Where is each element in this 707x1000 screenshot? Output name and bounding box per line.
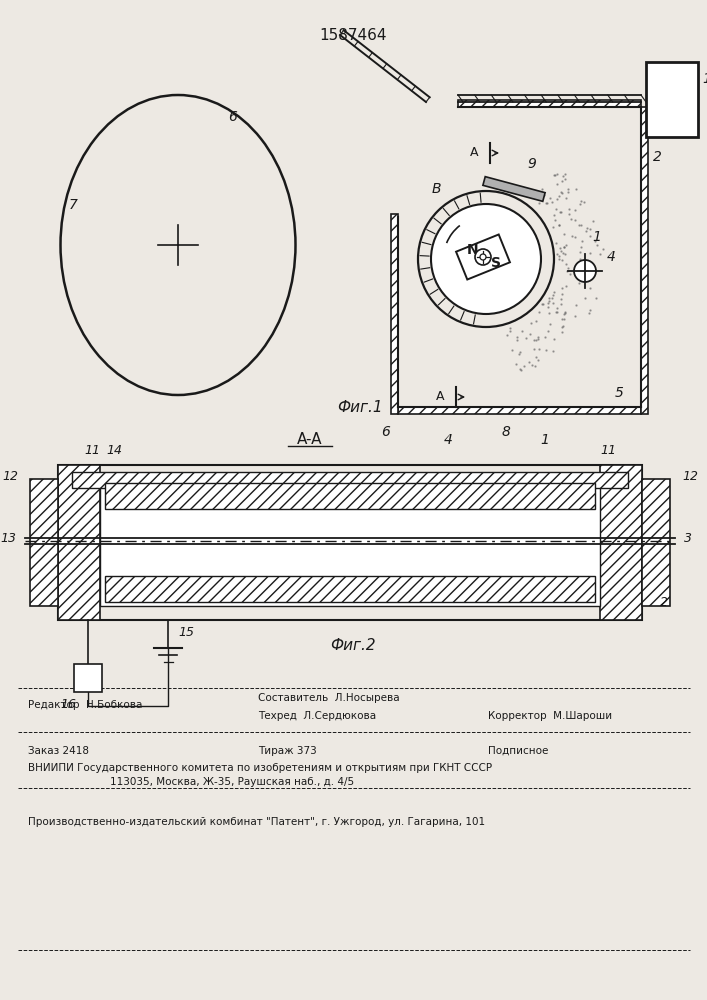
Polygon shape: [456, 234, 510, 280]
Bar: [458, 100, 641, 107]
Text: 10: 10: [702, 72, 707, 86]
Text: 12: 12: [2, 471, 18, 484]
Text: 11: 11: [84, 444, 100, 457]
Bar: [398, 407, 641, 414]
Text: 12: 12: [682, 471, 698, 484]
Text: 8: 8: [501, 425, 510, 439]
Circle shape: [475, 249, 491, 265]
Text: 13: 13: [0, 532, 16, 546]
Text: Тираж 373: Тираж 373: [258, 746, 317, 756]
Text: 1587464: 1587464: [320, 28, 387, 43]
Text: Фиг.1: Фиг.1: [337, 400, 382, 416]
Text: N: N: [467, 243, 479, 257]
Bar: [641, 107, 648, 414]
Text: 9: 9: [527, 157, 537, 171]
Text: А: А: [469, 146, 478, 159]
Bar: [391, 214, 398, 414]
Text: Корректор  М.Шароши: Корректор М.Шароши: [488, 711, 612, 721]
Text: Заказ 2418: Заказ 2418: [28, 746, 89, 756]
Bar: [105, 483, 595, 509]
Text: 4: 4: [607, 250, 616, 264]
Bar: [105, 576, 595, 602]
Text: 14: 14: [106, 444, 122, 457]
Bar: [646, 62, 698, 137]
Text: Производственно-издательский комбинат "Патент", г. Ужгород, ул. Гагарина, 101: Производственно-издательский комбинат "П…: [28, 817, 485, 827]
Text: Составитель  Л.Носырева: Составитель Л.Носырева: [258, 693, 399, 703]
Bar: [600, 465, 642, 620]
Circle shape: [431, 204, 541, 314]
Bar: [72, 472, 628, 488]
Bar: [58, 465, 100, 620]
Bar: [74, 664, 102, 692]
Text: Фиг.2: Фиг.2: [330, 638, 376, 652]
Polygon shape: [483, 177, 545, 201]
Circle shape: [574, 260, 596, 282]
Text: В: В: [431, 182, 440, 196]
Text: ВНИИПИ Государственного комитета по изобретениям и открытиям при ГКНТ СССР: ВНИИПИ Государственного комитета по изоб…: [28, 763, 492, 773]
Circle shape: [418, 191, 554, 327]
Text: A-A: A-A: [297, 432, 323, 448]
Text: Редактор  Н.Бобкова: Редактор Н.Бобкова: [28, 700, 142, 710]
Circle shape: [480, 254, 486, 260]
Text: Техред  Л.Сердюкова: Техред Л.Сердюкова: [258, 711, 376, 721]
Text: 1: 1: [592, 230, 601, 244]
Bar: [58, 465, 642, 620]
Text: А: А: [436, 390, 444, 403]
Text: 2: 2: [660, 595, 668, 608]
Bar: [642, 479, 670, 606]
Text: 6: 6: [382, 425, 390, 439]
Text: 2: 2: [653, 150, 662, 164]
Text: 6: 6: [228, 110, 238, 124]
Bar: [100, 479, 600, 606]
Text: 4: 4: [443, 433, 452, 447]
Text: S: S: [491, 256, 501, 270]
Text: 3: 3: [684, 532, 692, 546]
Text: 15: 15: [178, 626, 194, 639]
Text: 7: 7: [69, 198, 78, 212]
Text: Подписное: Подписное: [488, 746, 549, 756]
Text: 16: 16: [60, 698, 76, 711]
Text: 113035, Москва, Ж-35, Раушская наб., д. 4/5: 113035, Москва, Ж-35, Раушская наб., д. …: [110, 777, 354, 787]
Bar: [30, 479, 58, 606]
Text: 11: 11: [600, 444, 616, 457]
Text: 1: 1: [541, 433, 549, 447]
Text: 5: 5: [614, 386, 624, 400]
